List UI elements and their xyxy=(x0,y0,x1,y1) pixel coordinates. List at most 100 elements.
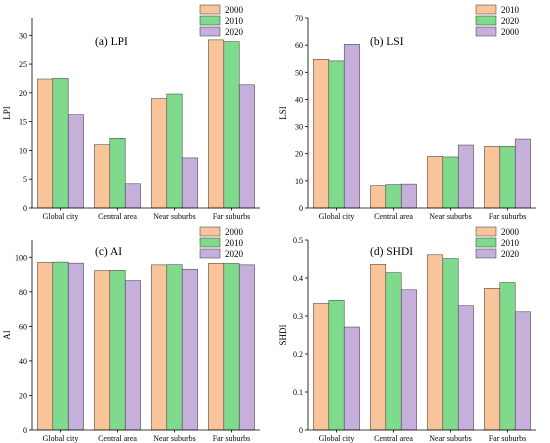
bar-2000-near-suburbs xyxy=(427,254,444,431)
y-tick-label: 60 xyxy=(295,41,303,50)
y-tick-label: 20 xyxy=(19,89,27,98)
bar-2010-near-suburbs xyxy=(166,264,183,431)
y-tick-label: 15 xyxy=(19,118,27,127)
bar-2010-central-area xyxy=(370,185,387,209)
y-tick-label: 20 xyxy=(19,391,27,400)
y-axis-label: LSI xyxy=(278,106,288,120)
y-tick-label: 100 xyxy=(15,253,27,262)
y-tick-label: 40 xyxy=(19,357,27,366)
x-tick-label: Far suburbs xyxy=(489,434,527,443)
panel-title: (c) AI xyxy=(95,246,122,258)
y-tick-label: 0.5 xyxy=(293,236,303,245)
bar-2010-global-city xyxy=(313,59,330,209)
bar-2010-central-area xyxy=(385,272,402,431)
bar-2000-central-area xyxy=(400,183,417,209)
legend-label: 2010 xyxy=(225,238,244,248)
y-tick-label: 0.4 xyxy=(293,274,303,283)
bar-2010-far-suburbs xyxy=(223,263,240,431)
panel-0: 0 5 10 15 20 25 30 Global city Central area Near … xyxy=(2,4,260,221)
y-tick-label: 0 xyxy=(299,204,303,213)
y-tick-label: 30 xyxy=(295,123,303,132)
x-tick-label: Near suburbs xyxy=(153,434,195,443)
y-tick-label: 10 xyxy=(19,146,27,155)
legend-swatch xyxy=(475,237,497,248)
bar-2010-far-suburbs xyxy=(499,282,516,431)
legend-swatch xyxy=(199,226,221,237)
bar-2020-central-area xyxy=(124,280,141,431)
legend-label: 2010 xyxy=(501,238,520,248)
bar-2000-global-city xyxy=(313,303,330,431)
bar-2000-global-city xyxy=(343,44,360,209)
x-tick-label: Central area xyxy=(98,212,137,221)
bar-2020-near-suburbs xyxy=(457,305,474,431)
bar-2020-global-city xyxy=(67,114,84,209)
y-tick-label: 0 xyxy=(23,426,27,435)
x-tick-label: Central area xyxy=(98,434,137,443)
bar-2020-far-suburbs xyxy=(514,311,531,431)
bar-2000-global-city xyxy=(37,262,54,431)
legend-swatch xyxy=(199,237,221,248)
legend-label: 2000 xyxy=(501,27,520,37)
x-tick-label: Near suburbs xyxy=(153,212,195,221)
bar-2020-far-suburbs xyxy=(499,146,516,209)
panel-2: 0 20 40 60 80 100 Global city Central area Near … xyxy=(2,226,260,443)
y-tick-label: 25 xyxy=(19,60,27,69)
panel-title: (a) LPI xyxy=(95,36,128,48)
panel-title: (b) LSI xyxy=(370,36,404,48)
y-tick-label: 0 xyxy=(299,426,303,435)
bar-2000-far-suburbs xyxy=(208,263,225,431)
legend-swatch xyxy=(475,248,497,259)
legend-label: 2000 xyxy=(225,227,244,237)
bar-2000-central-area xyxy=(370,264,387,431)
bar-2000-global-city xyxy=(37,78,54,209)
bar-2010-near-suburbs xyxy=(442,258,459,431)
legend-label: 2020 xyxy=(225,249,244,259)
y-tick-label: 80 xyxy=(19,288,27,297)
legend-label: 2010 xyxy=(501,5,520,15)
bar-2020-central-area xyxy=(400,289,417,431)
panel-title: (d) SHDI xyxy=(370,246,413,258)
y-tick-label: 0.2 xyxy=(293,350,303,359)
bar-2000-central-area xyxy=(94,144,111,209)
legend-swatch xyxy=(199,26,221,37)
bar-2000-near-suburbs xyxy=(151,98,168,209)
legend-swatch xyxy=(199,4,221,15)
x-tick-label: Near suburbs xyxy=(429,434,471,443)
bar-2010-far-suburbs xyxy=(223,41,240,209)
bar-2010-global-city xyxy=(328,300,345,431)
y-tick-label: 5 xyxy=(23,175,27,184)
bar-2020-global-city xyxy=(328,60,345,209)
panel-3: 0 0.1 0.2 0.3 0.4 0.5 Global city Central area N… xyxy=(278,226,536,443)
x-tick-label: Central area xyxy=(374,434,413,443)
y-tick-label: 50 xyxy=(295,68,303,77)
panel-1: 0 10 20 30 40 50 60 70 Global city Central area Ne… xyxy=(278,4,536,221)
legend-swatch xyxy=(199,248,221,259)
bar-2010-central-area xyxy=(109,270,126,431)
legend-label: 2020 xyxy=(501,249,520,259)
bar-2000-far-suburbs xyxy=(208,39,225,209)
x-tick-label: Far suburbs xyxy=(213,434,251,443)
bar-2020-central-area xyxy=(385,184,402,209)
bar-2020-near-suburbs xyxy=(181,157,198,209)
y-tick-label: 70 xyxy=(295,14,303,23)
bar-2020-near-suburbs xyxy=(181,268,198,431)
y-tick-label: 20 xyxy=(295,150,303,159)
bar-2000-far-suburbs xyxy=(484,288,501,431)
bar-2010-near-suburbs xyxy=(166,93,183,209)
x-tick-label: Far suburbs xyxy=(213,212,251,221)
y-tick-label: 40 xyxy=(295,95,303,104)
legend-swatch xyxy=(475,4,497,15)
legend-label: 2000 xyxy=(501,227,520,237)
legend-label: 2020 xyxy=(501,16,520,26)
y-tick-label: 30 xyxy=(19,31,27,40)
legend-swatch xyxy=(475,15,497,26)
legend-label: 2020 xyxy=(225,27,244,37)
bar-2020-global-city xyxy=(67,262,84,431)
x-tick-label: Global city xyxy=(43,212,79,221)
legend-label: 2000 xyxy=(225,5,244,15)
x-tick-label: Central area xyxy=(374,212,413,221)
bar-2020-near-suburbs xyxy=(442,156,459,209)
bar-2010-central-area xyxy=(109,138,126,209)
bar-2010-global-city xyxy=(52,78,69,209)
legend-swatch xyxy=(475,26,497,37)
